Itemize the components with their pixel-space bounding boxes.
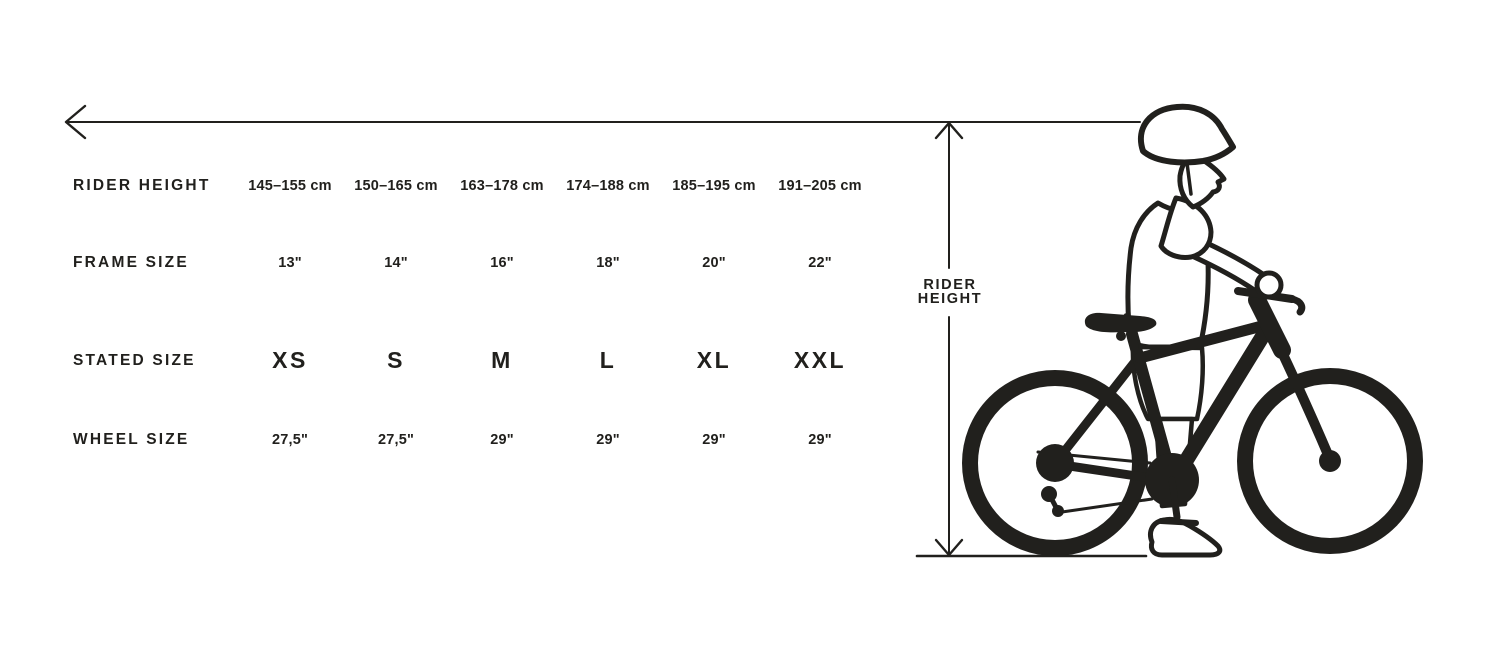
cell-stated-size-6: XXL bbox=[793, 347, 847, 373]
cell-frame-size-3: 16" bbox=[490, 255, 514, 271]
cell-rider-height-5: 185–195 cm bbox=[672, 178, 756, 194]
measure-label-line2: HEIGHT bbox=[917, 291, 983, 307]
cell-wheel-size-5: 29" bbox=[702, 432, 726, 448]
cell-wheel-size-3: 29" bbox=[490, 432, 514, 448]
row-label-stated-size: STATED SIZE bbox=[73, 352, 196, 369]
bicycle-illustration bbox=[962, 287, 1423, 556]
cell-frame-size-5: 20" bbox=[702, 255, 726, 271]
cell-stated-size-3: M bbox=[491, 347, 513, 373]
cell-rider-height-1: 145–155 cm bbox=[248, 178, 332, 194]
cell-frame-size-1: 13" bbox=[278, 255, 302, 271]
rider-height-measure-label: RIDER HEIGHT bbox=[917, 277, 983, 307]
cell-stated-size-5: XL bbox=[696, 347, 732, 373]
rider-height-measure-arrow-icon bbox=[934, 121, 964, 557]
cell-rider-height-3: 163–178 cm bbox=[460, 178, 544, 194]
measure-label-line1: RIDER bbox=[923, 277, 977, 293]
cell-rider-height-6: 191–205 cm bbox=[778, 178, 862, 194]
cell-stated-size-4: L bbox=[599, 347, 617, 373]
cell-wheel-size-6: 29" bbox=[808, 432, 832, 448]
cell-frame-size-6: 22" bbox=[808, 255, 832, 271]
horizontal-measure-arrow-icon bbox=[64, 104, 1141, 140]
cell-stated-size-2: S bbox=[387, 347, 405, 373]
cell-rider-height-2: 150–165 cm bbox=[354, 178, 438, 194]
cell-rider-height-4: 174–188 cm bbox=[566, 178, 650, 194]
cell-frame-size-4: 18" bbox=[596, 255, 620, 271]
cell-wheel-size-1: 27,5" bbox=[271, 432, 309, 448]
cell-frame-size-2: 14" bbox=[384, 255, 408, 271]
rider-foreground bbox=[1148, 270, 1284, 558]
cell-wheel-size-4: 29" bbox=[596, 432, 620, 448]
row-label-wheel-size: WHEEL SIZE bbox=[73, 431, 190, 448]
cell-wheel-size-2: 27,5" bbox=[377, 432, 415, 448]
row-label-rider-height: RIDER HEIGHT bbox=[73, 177, 211, 194]
cell-stated-size-1: XS bbox=[272, 347, 308, 373]
hand bbox=[1254, 270, 1284, 300]
row-label-frame-size: FRAME SIZE bbox=[73, 254, 189, 271]
